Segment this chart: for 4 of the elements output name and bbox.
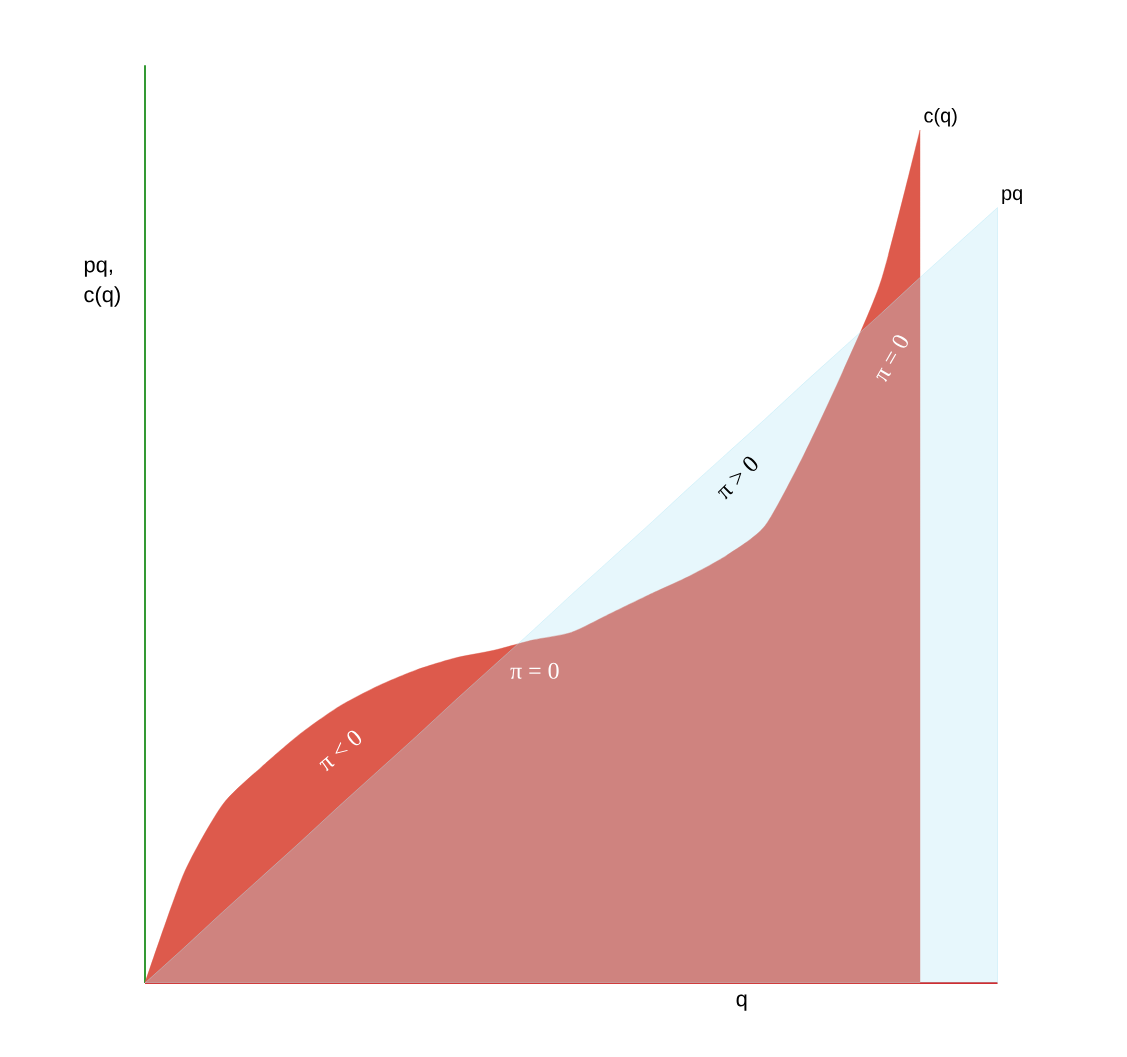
series-label: pq [1002, 189, 1022, 205]
series-label: c(q) [924, 107, 957, 127]
y-axis-title: pq, c(q) [84, 260, 120, 307]
x-axis-title: q [736, 994, 747, 1011]
